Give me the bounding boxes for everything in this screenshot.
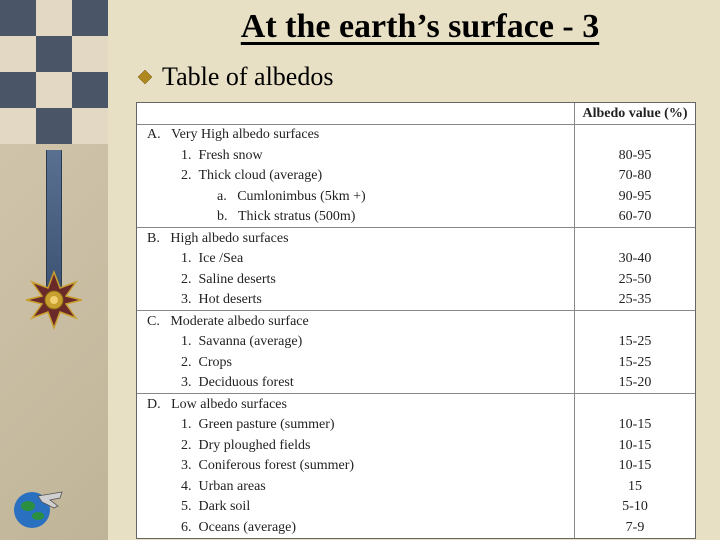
globe-plane-icon bbox=[10, 482, 68, 530]
table-header-row: Albedo value (%) bbox=[137, 103, 695, 125]
bullet-diamond-icon bbox=[138, 70, 152, 84]
decorative-sidebar bbox=[0, 0, 108, 540]
table-section: A. Very High albedo surfaces 1. Fresh sn… bbox=[137, 125, 695, 229]
subtitle-row: Table of albedos bbox=[138, 62, 704, 92]
medal-icon bbox=[18, 150, 90, 370]
slide-content: At the earth’s surface - 3 Table of albe… bbox=[108, 0, 720, 540]
table-section: C. Moderate albedo surface 1. Savanna (a… bbox=[137, 311, 695, 394]
slide-title: At the earth’s surface - 3 bbox=[136, 8, 704, 46]
subtitle-text: Table of albedos bbox=[162, 62, 333, 92]
albedo-table: Albedo value (%) A. Very High albedo sur… bbox=[136, 102, 696, 539]
table-section: B. High albedo surfaces 1. Ice /Sea 2. S… bbox=[137, 228, 695, 311]
header-value: Albedo value (%) bbox=[575, 103, 695, 124]
table-section: D. Low albedo surfaces 1. Green pasture … bbox=[137, 394, 695, 538]
